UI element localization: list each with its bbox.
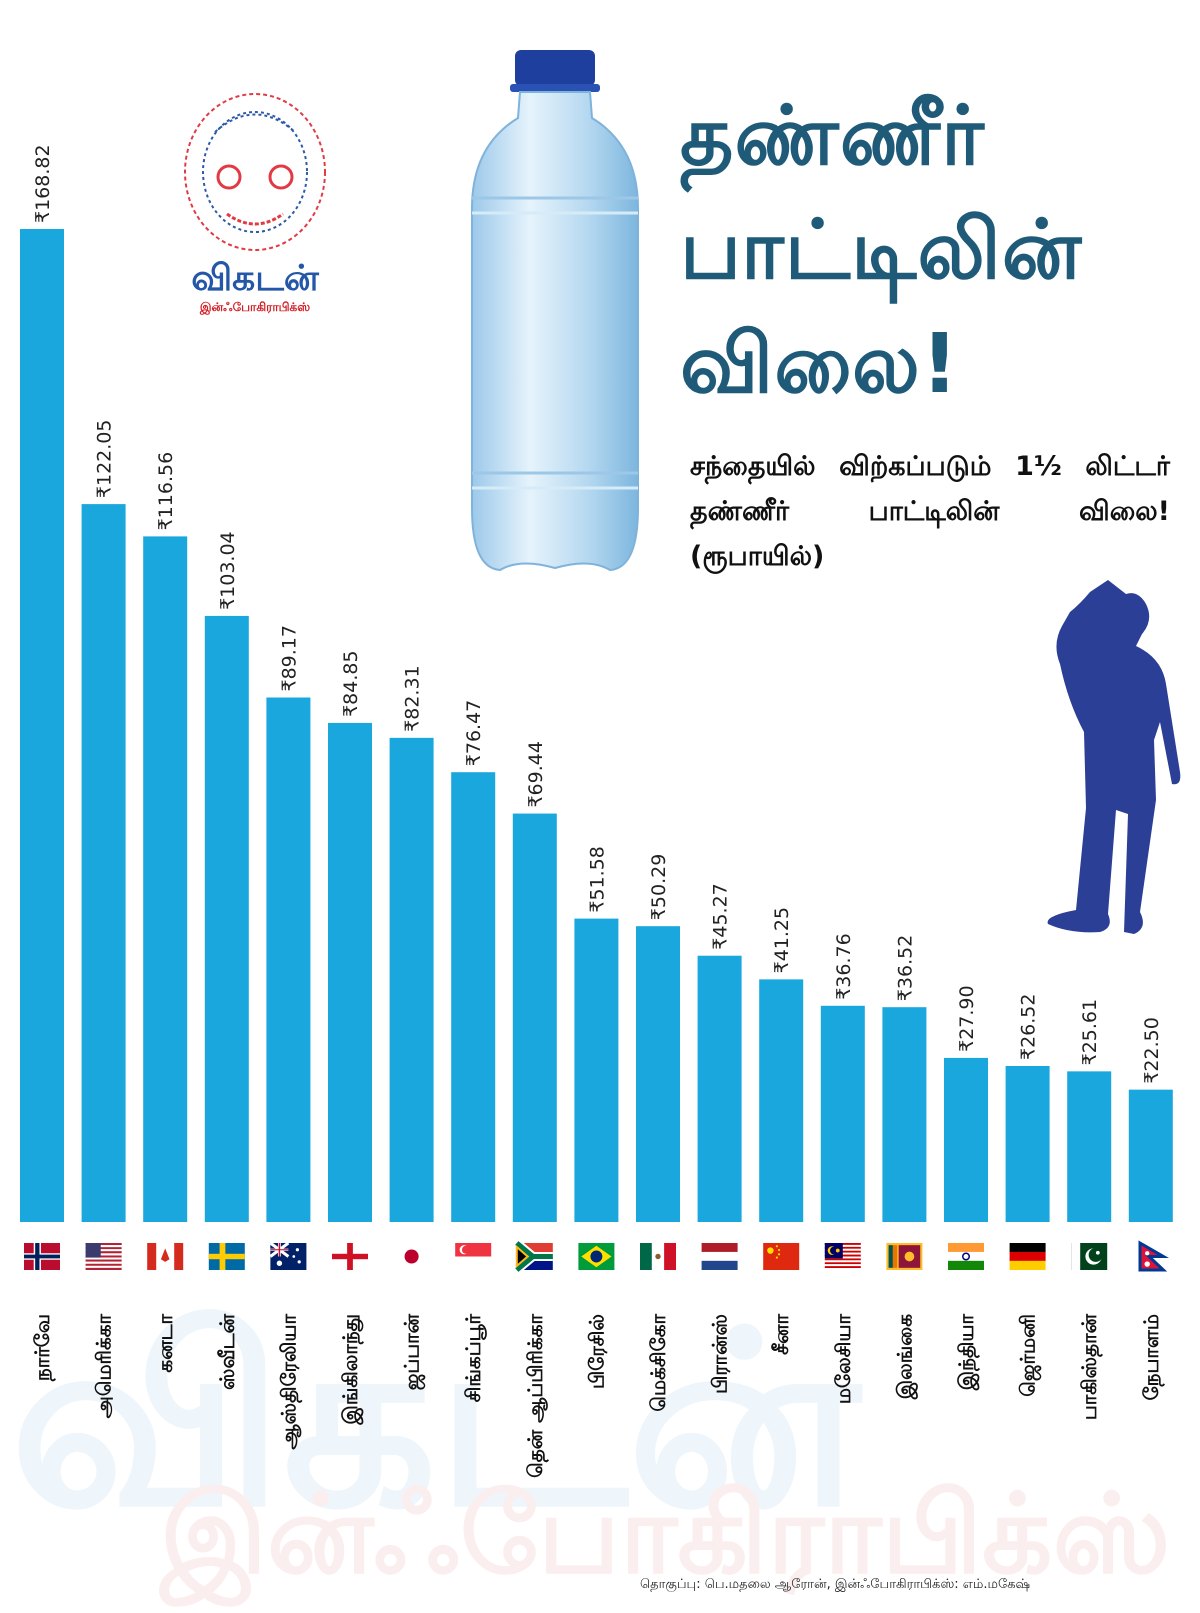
category-label: சிங்கப்பூர்: [461, 1313, 487, 1402]
bar: [512, 813, 557, 1222]
value-label: ₹22.50: [1141, 1017, 1163, 1083]
category-label: மெக்சிகோ: [646, 1313, 670, 1411]
bar: [1128, 1089, 1173, 1222]
logo-brand: விகடன்: [191, 258, 319, 299]
value-label: ₹45.27: [710, 883, 732, 949]
bar: [1067, 1071, 1112, 1222]
value-label: ₹82.31: [402, 665, 424, 731]
india-flag: [948, 1243, 984, 1270]
logo-tagline: இன்ஃபோகிராபிக்ஸ்: [199, 300, 311, 314]
category-label: மலேசியா: [831, 1313, 855, 1404]
germany-flag: [1009, 1243, 1046, 1270]
bar: [81, 504, 126, 1223]
page-subtitle: சந்தையில் விற்கப்படும் 1½ லிட்டர் தண்ணீர…: [690, 451, 1170, 572]
bar: [143, 536, 188, 1222]
water-bottle-icon: [471, 50, 639, 572]
value-label: ₹103.04: [217, 531, 239, 610]
bar: [328, 722, 372, 1222]
bar: [882, 1007, 927, 1222]
brazil-flag: [578, 1243, 615, 1270]
category-label: அமெரிக்கா: [92, 1313, 116, 1418]
category-label: பிரான்ஸ்: [708, 1314, 732, 1394]
bar: [389, 737, 434, 1222]
nepal-flag: [1138, 1240, 1170, 1272]
category-label: பிரேசில்: [584, 1314, 608, 1389]
malaysia-flag: [824, 1243, 861, 1270]
category-label: நார்வே: [30, 1314, 56, 1382]
australia-flag: [269, 1241, 307, 1270]
credit-line: தொகுப்பு: பெ.மதலை ஆரோன், இன்ஃபோகிராபிக்ஸ…: [640, 1577, 1031, 1592]
pakistan-flag: [1071, 1243, 1108, 1270]
south-africa-flag: [512, 1233, 553, 1280]
bar: [574, 918, 619, 1222]
value-label: ₹122.05: [94, 420, 116, 499]
category-label: பாகிஸ்தான்: [1077, 1313, 1103, 1420]
value-label: ₹51.58: [586, 846, 608, 912]
bar: [944, 1057, 988, 1222]
category-label: ஆஸ்திரேலியா: [276, 1313, 302, 1449]
value-label: ₹76.47: [463, 700, 485, 766]
bar: [759, 979, 804, 1222]
vikatan-logo-icon: [184, 93, 326, 251]
category-label: நேபாளம்: [1139, 1314, 1165, 1401]
value-label: ₹36.52: [894, 935, 916, 1001]
bar: [204, 615, 249, 1222]
bar: [820, 1005, 865, 1222]
value-label: ₹116.56: [155, 452, 177, 531]
page-title: தண்ணீர் பாட்டிலின் விலை!: [680, 80, 1180, 422]
category-label: கனடா: [153, 1313, 177, 1372]
canada-flag: [147, 1243, 184, 1270]
category-label: தென் ஆப்பிரிக்கா: [523, 1313, 549, 1477]
value-label: ₹25.61: [1079, 999, 1101, 1065]
drinking-person-icon: [1047, 580, 1181, 934]
bar: [451, 772, 496, 1222]
category-label: இந்தியா: [954, 1313, 980, 1391]
value-label: ₹89.17: [278, 625, 300, 691]
bar: [266, 697, 311, 1222]
value-label: ₹168.82: [32, 144, 54, 223]
japan-flag: [393, 1243, 430, 1270]
category-label: இங்கிலாந்து: [338, 1314, 364, 1426]
bar: [697, 955, 742, 1222]
value-label: ₹26.52: [1018, 994, 1040, 1060]
value-label: ₹27.90: [956, 985, 978, 1051]
title-line: தண்ணீர்: [680, 89, 985, 184]
value-label: ₹69.44: [525, 741, 547, 807]
sri-lanka-flag: [886, 1243, 923, 1270]
mexico-flag: [640, 1243, 676, 1270]
value-label: ₹50.29: [648, 854, 670, 920]
category-label: சீனா: [769, 1313, 793, 1354]
title-line: விலை!: [680, 317, 960, 412]
netherlands-flag: [701, 1243, 738, 1270]
category-label: ஜெர்மனி: [1016, 1314, 1043, 1397]
title-line: பாட்டிலின்: [680, 203, 1083, 298]
watermark-tagline: இன்ஃபோகிராபிக்ஸ்: [160, 1470, 1171, 1598]
bar: [1005, 1066, 1050, 1222]
norway-flag: [24, 1243, 60, 1270]
bar: [636, 926, 680, 1222]
category-label: ஜப்பான்: [400, 1313, 427, 1390]
value-label: ₹84.85: [340, 650, 362, 716]
usa-flag: [85, 1243, 122, 1270]
category-label: ஸ்வீடன்: [215, 1313, 239, 1390]
value-label: ₹41.25: [771, 907, 793, 973]
category-label: இலங்கை: [892, 1314, 918, 1401]
england-flag: [332, 1243, 368, 1270]
china-flag: [763, 1243, 800, 1270]
singapore-flag: [455, 1243, 492, 1270]
value-label: ₹36.76: [833, 933, 855, 999]
watermark-brand: விகடன்: [10, 1280, 861, 1560]
sweden-flag: [208, 1243, 245, 1270]
bar: [20, 229, 64, 1222]
